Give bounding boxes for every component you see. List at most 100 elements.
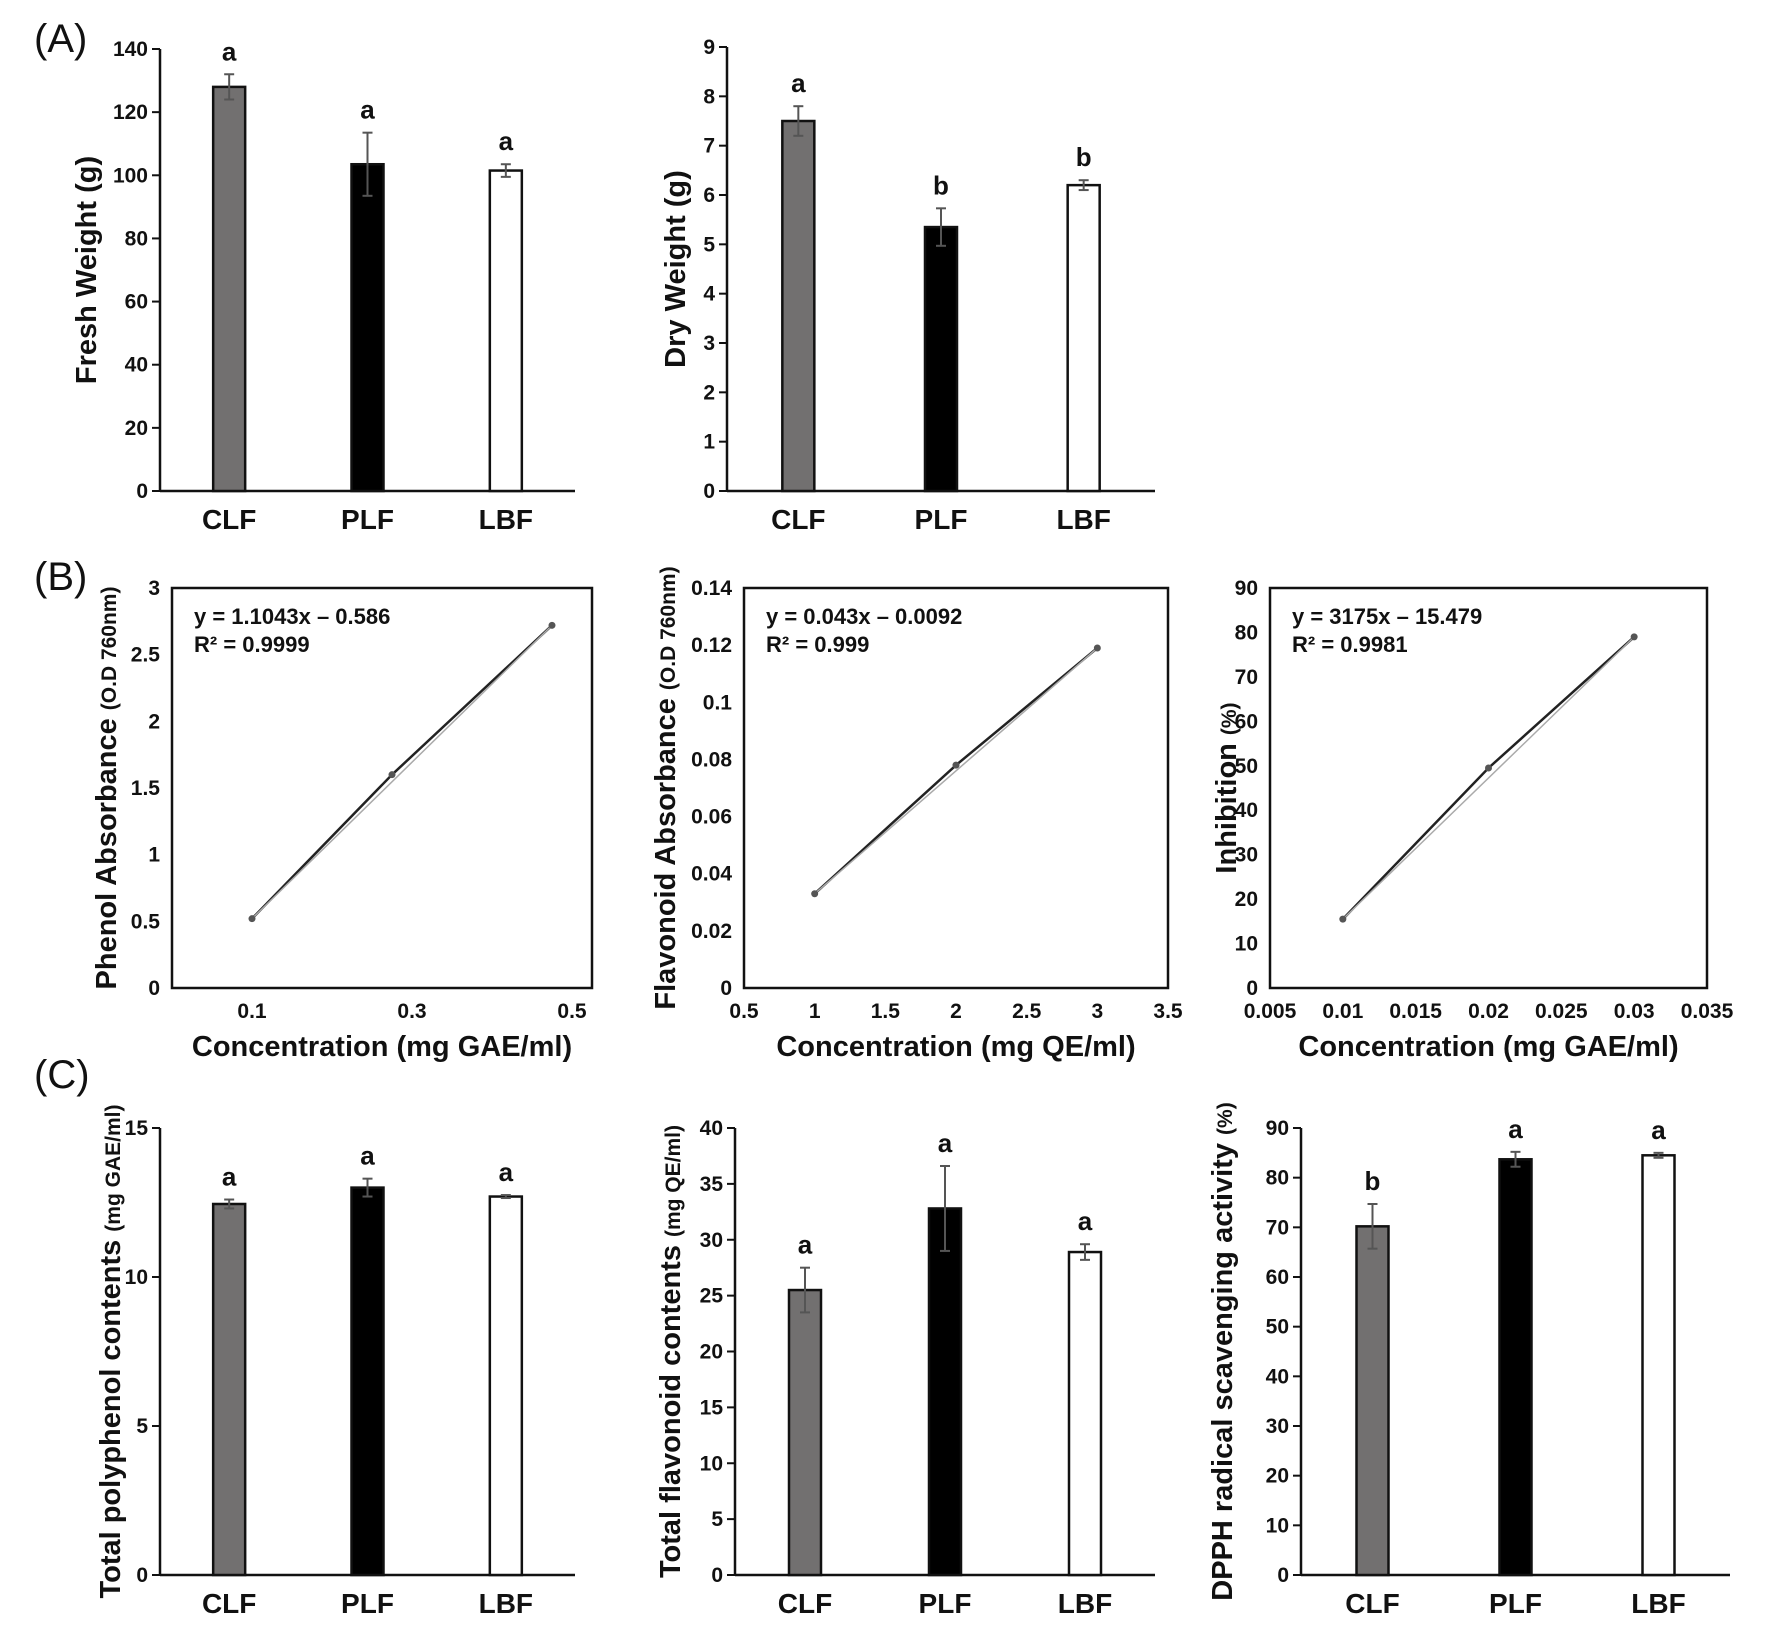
chart-polyphenol: 0 5 10 15 Total polyphenol contents (mg GAE/m… [95, 1105, 575, 1619]
y-tick-label: 120 [113, 101, 148, 124]
y-tick-label: 8 [703, 85, 715, 108]
bar-clf [211, 85, 247, 493]
y-tick-label: 140 [113, 38, 148, 61]
y-axis-title-unit: (mg QE/ml) [662, 1125, 685, 1237]
y-tick-label: 40 [1266, 1365, 1289, 1388]
bar-lbf [488, 169, 524, 493]
y-tick-label: 10 [700, 1452, 723, 1475]
y-axis-title-main: Fresh Weight (g) [71, 156, 103, 384]
y-tick-label: 20 [700, 1341, 723, 1364]
data-point [811, 890, 819, 898]
chart-dpph: 0 10 20 30 40 50 60 70 80 90 DPPH radical scavengi… [1207, 1102, 1730, 1619]
bar-lbf [1067, 1250, 1103, 1577]
y-tick-label: 0 [136, 1564, 148, 1587]
y-axis-title: Fresh Weight (g) [71, 156, 103, 384]
y-tick-label: 2.5 [131, 644, 161, 667]
data-point [248, 915, 256, 923]
chart-dry: 0 1 2 3 4 5 6 7 8 9 Dry Weight (g) a CLF b PLF b LBF [660, 36, 1155, 535]
y-tick-label: 0.12 [691, 634, 732, 657]
y-axis-title: Total flavonoid contents (mg QE/ml) [655, 1125, 687, 1578]
y-tick-label: 0 [711, 1564, 723, 1587]
y-tick-label: 60 [1235, 710, 1258, 733]
y-tick-label: 20 [1266, 1465, 1289, 1488]
category-label: CLF [202, 1588, 256, 1619]
y-tick-label: 40 [125, 354, 148, 377]
y-axis-title-main: DPPH radical scavenging activity [1207, 1143, 1239, 1601]
y-tick-label: 10 [125, 1266, 148, 1289]
bar-plf [927, 1207, 963, 1577]
significance-letter: a [222, 36, 237, 66]
x-tick-label: 0.01 [1322, 1000, 1363, 1023]
category-label: LBF [1056, 504, 1110, 535]
y-tick-label: 35 [700, 1173, 724, 1196]
y-tick-label: 90 [1235, 577, 1258, 600]
y-tick-label: 6 [703, 184, 715, 207]
bar-clf [781, 119, 816, 493]
category-label: CLF [771, 504, 825, 535]
category-label: LBF [479, 1588, 533, 1619]
data-point [548, 621, 556, 629]
y-tick-label: 0.02 [691, 920, 732, 943]
significance-letter: a [360, 1141, 375, 1171]
category-label: LBF [479, 504, 533, 535]
r-squared: R² = 0.9981 [1292, 632, 1408, 657]
panel-label-c: (C) [34, 1053, 90, 1097]
y-axis-title-unit: (%) [1218, 702, 1241, 735]
bar-clf [211, 1202, 247, 1577]
y-tick-label: 40 [1235, 799, 1258, 822]
y-tick-label: 2 [148, 710, 160, 733]
y-tick-label: 0.1 [703, 691, 733, 714]
significance-letter: b [1365, 1166, 1381, 1196]
x-tick-label: 3.5 [1153, 1000, 1183, 1023]
category-label: PLF [341, 504, 394, 535]
panel-label-a: (A) [34, 17, 87, 61]
x-tick-label: 0.025 [1535, 1000, 1588, 1023]
data-point [1093, 644, 1101, 652]
y-tick-label: 70 [1235, 666, 1258, 689]
y-axis-title-main: Phenol Absorbance [91, 718, 123, 989]
trendline [1342, 636, 1635, 920]
y-tick-label: 0.14 [691, 577, 732, 600]
category-label: CLF [1345, 1588, 1399, 1619]
x-tick-label: 3 [1091, 1000, 1103, 1023]
bar-clf [1355, 1225, 1390, 1577]
plot-frame [170, 586, 594, 990]
significance-letter: a [798, 1230, 813, 1260]
x-tick-label: 0.02 [1468, 1000, 1509, 1023]
y-tick-label: 100 [113, 164, 148, 187]
category-label: PLF [919, 1588, 972, 1619]
category-label: CLF [778, 1588, 832, 1619]
plot-frame [742, 586, 1170, 990]
y-tick-label: 25 [700, 1285, 724, 1308]
category-label: LBF [1058, 1588, 1112, 1619]
y-tick-label: 20 [1235, 888, 1258, 911]
x-tick-label: 0.03 [1614, 1000, 1655, 1023]
y-tick-label: 30 [1266, 1415, 1289, 1438]
y-tick-label: 30 [700, 1229, 723, 1252]
y-tick-label: 80 [1235, 621, 1258, 644]
y-tick-label: 4 [703, 283, 715, 306]
y-tick-label: 2 [703, 381, 715, 404]
y-axis-title-main: Total flavonoid contents [655, 1245, 687, 1578]
significance-letter: a [938, 1128, 953, 1158]
y-axis-title: Dry Weight (g) [660, 170, 692, 368]
trendline [251, 624, 553, 920]
bar-lbf [488, 1195, 524, 1577]
y-tick-label: 50 [1266, 1316, 1289, 1339]
y-axis-title: Inhibition (%) [1211, 702, 1243, 873]
y-tick-label: 80 [125, 227, 148, 250]
significance-letter: a [1078, 1206, 1093, 1236]
x-tick-label: 0.015 [1389, 1000, 1442, 1023]
y-axis-title: DPPH radical scavenging activity (%) [1207, 1102, 1239, 1600]
bar-plf [350, 1186, 385, 1577]
chart-inhibition: 0 10 20 30 40 50 60 70 80 90 Inhibition (%) 0.005 0.0… [1211, 577, 1734, 1063]
y-axis-title-main: Dry Weight (g) [660, 170, 692, 368]
y-tick-label: 0 [720, 977, 732, 1000]
y-tick-label: 10 [1266, 1514, 1289, 1537]
x-tick-label: 0.5 [729, 1000, 759, 1023]
y-tick-label: 0.06 [691, 806, 732, 829]
y-axis-title: Phenol Absorbance (O.D 760nm) [91, 587, 123, 990]
bar-plf [350, 162, 385, 493]
